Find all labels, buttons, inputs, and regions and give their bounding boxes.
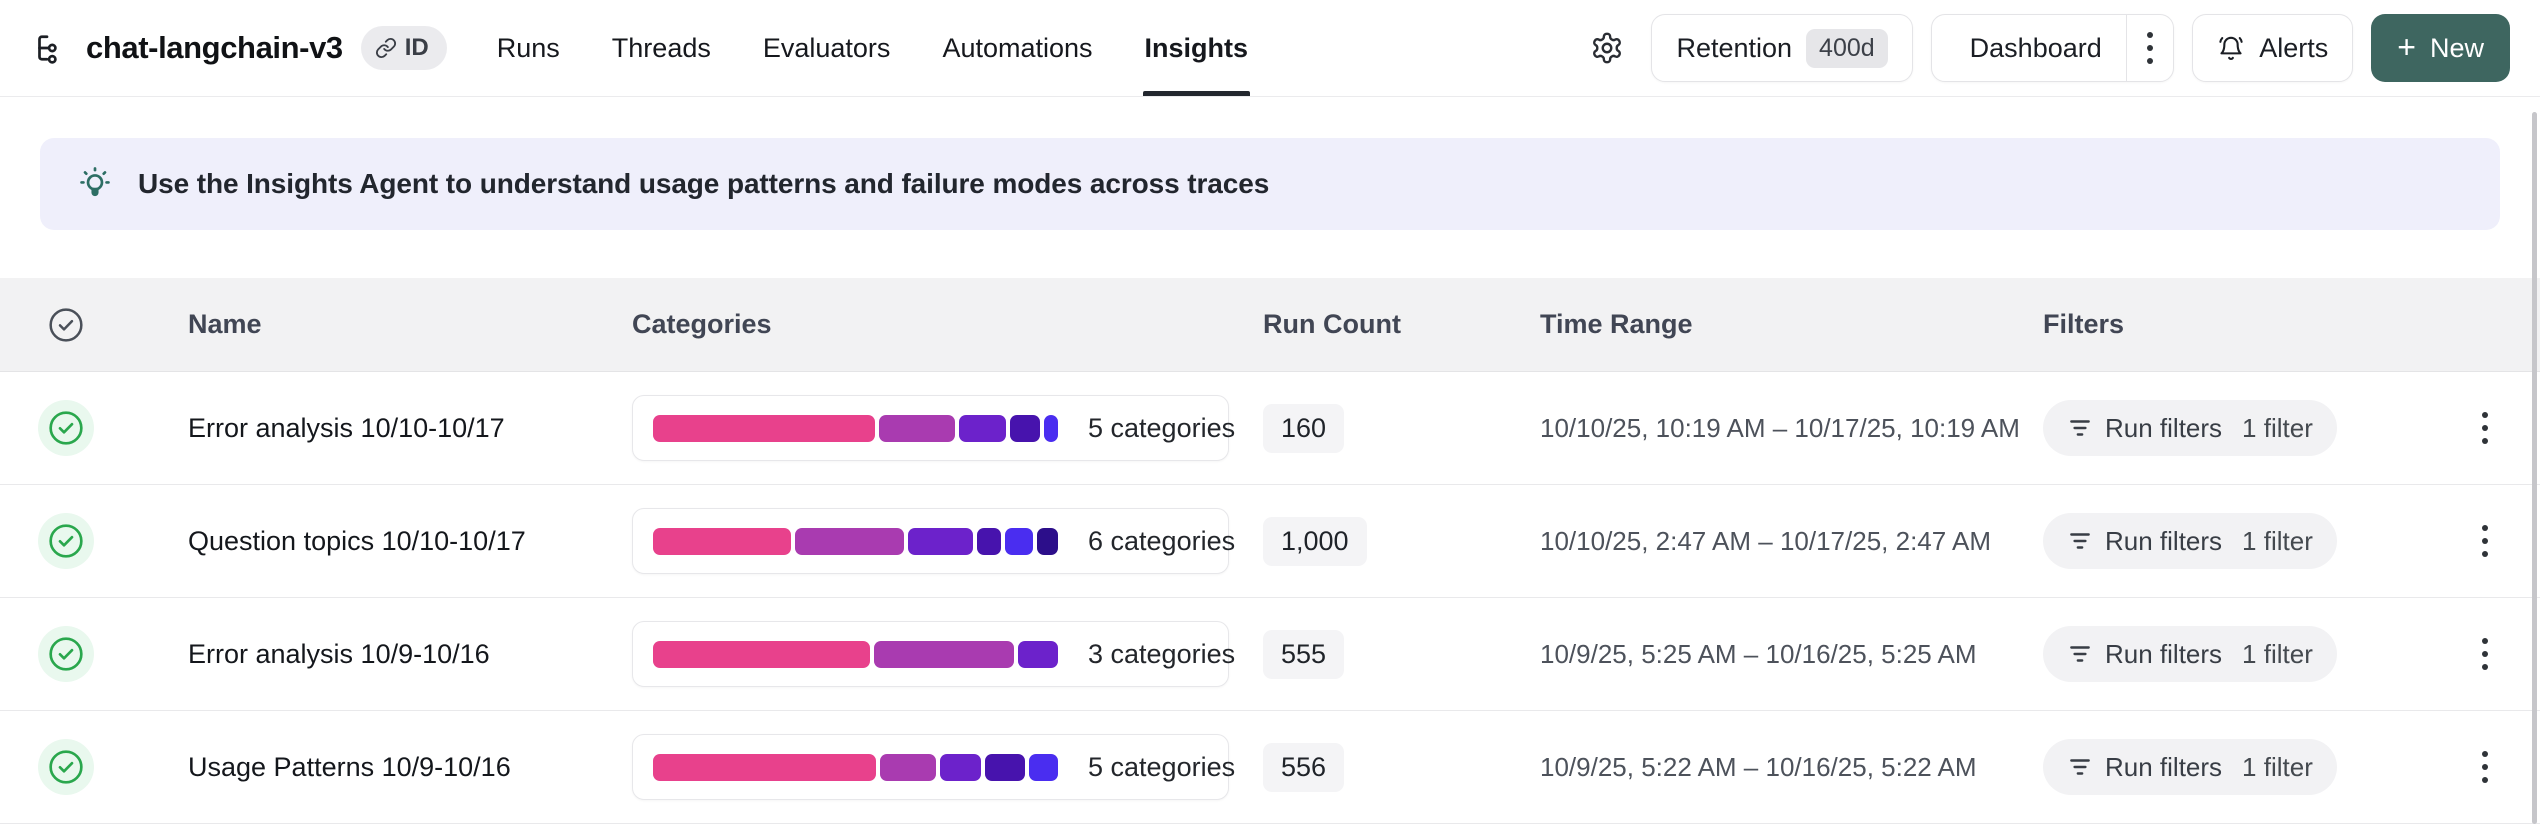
- tab-threads[interactable]: Threads: [611, 32, 711, 63]
- id-badge-label: ID: [404, 34, 429, 61]
- categories-count-label: 6 categories: [1088, 525, 1236, 556]
- row-complete-icon: [38, 739, 94, 795]
- column-header-filters: Filters: [2043, 309, 2125, 339]
- tab-insights[interactable]: Insights: [1142, 0, 1250, 96]
- row-complete-icon: [38, 513, 94, 569]
- settings-button[interactable]: [1585, 26, 1629, 70]
- time-range: 10/9/25, 5:25 AM – 10/16/25, 5:25 AM: [1540, 638, 1977, 669]
- table-header: Name Categories Run Count Time Range Fil…: [0, 278, 2540, 372]
- insight-name[interactable]: Error analysis 10/10-10/17: [188, 412, 505, 443]
- row-menu-button[interactable]: [2472, 741, 2498, 793]
- insights-agent-banner: Use the Insights Agent to understand usa…: [40, 138, 2500, 230]
- lightbulb-icon: [80, 167, 110, 197]
- categories-pill[interactable]: 6 categories: [632, 508, 1235, 574]
- row-complete-icon: [38, 400, 94, 456]
- nav-actions: Retention 400d Dashboard: [1585, 14, 2510, 82]
- insight-name[interactable]: Question topics 10/10-10/17: [188, 525, 526, 556]
- tab-runs[interactable]: Runs: [496, 32, 560, 63]
- categories-pill[interactable]: 5 categories: [632, 395, 1235, 461]
- dashboard-button[interactable]: Dashboard: [1932, 15, 2126, 81]
- bell-icon: [2219, 36, 2243, 60]
- filter-icon: [2070, 646, 2090, 662]
- dashboard-more-button[interactable]: [2127, 15, 2173, 81]
- column-header-categories: Categories: [632, 309, 772, 339]
- run-count-badge: 556: [1263, 742, 1345, 792]
- row-menu-button[interactable]: [2472, 628, 2498, 680]
- retention-value-badge: 400d: [1806, 28, 1888, 68]
- time-range: 10/9/25, 5:22 AM – 10/16/25, 5:22 AM: [1540, 751, 1977, 782]
- alerts-button[interactable]: Alerts: [2192, 14, 2354, 82]
- new-button[interactable]: + New: [2371, 14, 2510, 82]
- page-title: chat-langchain-v3: [86, 30, 343, 65]
- insight-name[interactable]: Usage Patterns 10/9-10/16: [188, 751, 511, 782]
- new-button-label: New: [2429, 32, 2484, 63]
- column-header-run-count: Run Count: [1263, 309, 1401, 339]
- run-filters-label: Run filters: [2105, 525, 2223, 556]
- categories-bar: [653, 527, 1058, 555]
- filter-icon: [2070, 759, 2090, 775]
- trace-tree-icon: [38, 35, 57, 64]
- filter-count-label: 1 filter: [2242, 751, 2313, 782]
- categories-pill[interactable]: 3 categories: [632, 621, 1235, 687]
- row-menu-button[interactable]: [2472, 402, 2498, 454]
- project-header: chat-langchain-v3 ID: [32, 26, 447, 70]
- table-row[interactable]: Error analysis 10/10-10/17 5 categories …: [0, 372, 2540, 485]
- run-filters-pill[interactable]: Run filters 1 filter: [2043, 626, 2337, 682]
- categories-count-label: 3 categories: [1088, 638, 1236, 669]
- run-count-badge: 1,000: [1263, 516, 1367, 566]
- select-all-check-icon[interactable]: [46, 305, 86, 345]
- categories-bar: [653, 640, 1059, 668]
- insight-name[interactable]: Error analysis 10/9-10/16: [188, 638, 490, 669]
- nav-tabs: Runs Threads Evaluators Automations Insi…: [496, 0, 1250, 96]
- row-complete-icon: [38, 626, 94, 682]
- column-header-time-range: Time Range: [1540, 309, 1693, 339]
- filter-count-label: 1 filter: [2242, 412, 2313, 443]
- run-filters-label: Run filters: [2105, 412, 2223, 443]
- retention-button[interactable]: Retention 400d: [1651, 14, 1913, 82]
- dashboard-label: Dashboard: [1969, 32, 2102, 63]
- dashboard-button-group: Dashboard: [1930, 14, 2175, 82]
- categories-count-label: 5 categories: [1088, 412, 1236, 443]
- tab-evaluators[interactable]: Evaluators: [762, 32, 891, 63]
- run-filters-label: Run filters: [2105, 638, 2223, 669]
- filter-count-label: 1 filter: [2242, 525, 2313, 556]
- column-header-name: Name: [188, 309, 262, 339]
- tab-automations[interactable]: Automations: [942, 32, 1093, 63]
- plus-icon: +: [2397, 29, 2416, 65]
- categories-count-label: 5 categories: [1088, 751, 1236, 782]
- kebab-icon: [2147, 32, 2154, 64]
- top-nav: chat-langchain-v3 ID Runs Threads Evalua…: [0, 0, 2540, 97]
- link-icon: [375, 37, 396, 59]
- alerts-label: Alerts: [2259, 32, 2329, 63]
- run-count-badge: 555: [1263, 629, 1345, 679]
- banner-text: Use the Insights Agent to understand usa…: [138, 168, 1270, 199]
- gear-icon: [1593, 32, 1622, 64]
- categories-bar: [653, 753, 1058, 781]
- run-filters-pill[interactable]: Run filters 1 filter: [2043, 739, 2337, 795]
- vertical-scrollbar[interactable]: [2532, 112, 2537, 824]
- categories-bar: [653, 414, 1058, 442]
- row-menu-button[interactable]: [2472, 515, 2498, 567]
- categories-pill[interactable]: 5 categories: [632, 734, 1235, 800]
- copy-id-badge[interactable]: ID: [360, 26, 447, 70]
- table-row[interactable]: Question topics 10/10-10/17 6 categories…: [0, 485, 2540, 598]
- run-filters-pill[interactable]: Run filters 1 filter: [2043, 400, 2337, 456]
- time-range: 10/10/25, 2:47 AM – 10/17/25, 2:47 AM: [1540, 525, 1992, 556]
- retention-label: Retention: [1676, 32, 1793, 63]
- filter-icon: [2070, 533, 2090, 549]
- filter-icon: [2070, 420, 2090, 436]
- run-filters-pill[interactable]: Run filters 1 filter: [2043, 513, 2337, 569]
- run-filters-label: Run filters: [2105, 751, 2223, 782]
- filter-count-label: 1 filter: [2242, 638, 2313, 669]
- table-row[interactable]: Usage Patterns 10/9-10/16 5 categories 5…: [0, 711, 2540, 824]
- table-row[interactable]: Error analysis 10/9-10/16 3 categories 5…: [0, 598, 2540, 711]
- time-range: 10/10/25, 10:19 AM – 10/17/25, 10:19 AM: [1540, 412, 2020, 443]
- button-divider: [2125, 15, 2128, 81]
- run-count-badge: 160: [1263, 403, 1345, 453]
